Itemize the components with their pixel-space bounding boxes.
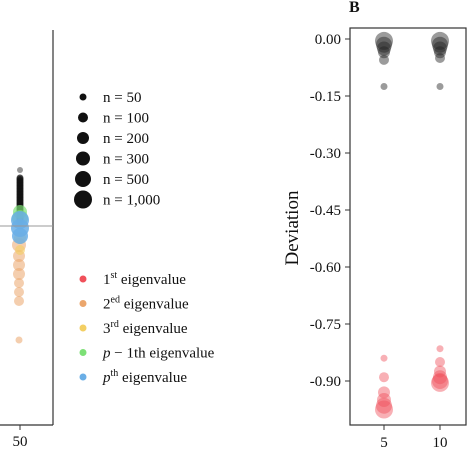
legend-color-label: p − 1th eigenvalue <box>102 346 215 362</box>
panel-a-point-2nd <box>13 259 25 271</box>
legend-size-label: n = 100 <box>103 111 149 127</box>
legend-color-label: 1st eigenvalue <box>103 270 186 288</box>
panel-b-point <box>434 365 446 378</box>
panel-b-y-tick-label: -0.90 <box>310 374 341 390</box>
panel-a-point-2nd <box>13 268 25 280</box>
panel-b-y-tick-label: -0.60 <box>310 260 341 276</box>
legend-color-label: pth eigenvalue <box>102 368 187 386</box>
legend-size-label: n = 50 <box>103 90 141 106</box>
legend-size-label: n = 500 <box>103 172 149 188</box>
panel-b-point <box>436 83 444 90</box>
legend-size-marker <box>79 93 87 101</box>
panel-a-point-2nd <box>14 296 24 306</box>
panel-b-point <box>378 46 390 59</box>
legend-size-marker <box>78 112 88 123</box>
panel-a-point-2nd <box>15 336 23 344</box>
legend-color-label: 3rd eigenvalue <box>103 319 188 337</box>
panel-b-point <box>435 357 445 367</box>
panel-b-point <box>376 397 392 414</box>
legend-color-marker <box>79 300 87 307</box>
panel-b-frame <box>349 27 467 426</box>
panel-b-title: B <box>349 0 360 16</box>
panel-b-point <box>378 386 390 399</box>
legend-color-marker <box>79 349 87 356</box>
panel-b-point <box>433 41 447 56</box>
panel-b-point <box>377 41 391 56</box>
legend-color-marker <box>79 373 87 381</box>
panel-b-point <box>375 31 393 50</box>
panel-b-y-tick-label: 0.00 <box>315 32 341 48</box>
legend-size-marker <box>74 190 92 209</box>
legend-size-marker <box>77 132 89 144</box>
legend-size-marker <box>75 171 91 187</box>
panel-b-point <box>432 36 448 53</box>
panel-a-point-pth <box>12 228 28 244</box>
panel-b-point <box>380 83 388 90</box>
legend-size-label: n = 200 <box>103 131 149 147</box>
legend-size-label: n = 300 <box>103 152 149 168</box>
panel-b-y-tick-label: -0.45 <box>310 203 341 219</box>
panel-b-point <box>435 53 445 63</box>
panel-b-x-tick-label: 10 <box>433 435 448 451</box>
legend-color-marker <box>79 324 87 332</box>
legend-size-marker <box>76 151 90 166</box>
panel-b-point <box>433 370 447 385</box>
panel-b-point <box>375 400 393 419</box>
panel-b-y-tick-label: -0.30 <box>310 146 341 162</box>
panel-a-point-2nd <box>14 287 24 297</box>
legend-color-label: 2ed eigenvalue <box>103 295 189 313</box>
legend-color-marker <box>79 275 87 283</box>
panel-b-point <box>434 46 446 59</box>
panel-b-x-tick-label: 5 <box>380 435 388 451</box>
panel-b-y-tick-label: -0.15 <box>310 89 341 105</box>
panel-b-point <box>379 54 389 65</box>
panel-a-point-dark <box>17 167 23 173</box>
panel-b-point <box>431 373 449 392</box>
panel-b-point <box>377 393 391 407</box>
legend-size-label: n = 1,000 <box>103 193 160 209</box>
panel-b-point <box>380 354 388 362</box>
panel-a-point-2nd <box>14 278 24 288</box>
panel-a-point-3rd <box>15 245 25 255</box>
panel-b-point <box>379 372 389 383</box>
panel-b-y-tick-label: -0.75 <box>310 317 341 333</box>
panel-a-x-tick-label: 50 <box>13 434 28 450</box>
panel-b-point <box>436 345 444 353</box>
panel-b-point <box>431 31 449 50</box>
panel-b-y-axis-label: Deviation <box>282 190 303 265</box>
panel-b-point <box>432 373 448 389</box>
panel-b-point <box>376 36 392 53</box>
